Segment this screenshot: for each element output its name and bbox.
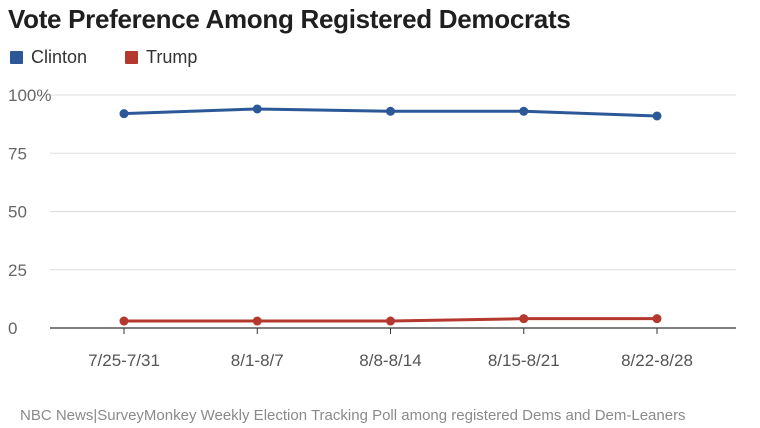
legend-swatch-clinton <box>10 51 23 64</box>
legend-label-trump: Trump <box>146 47 198 67</box>
x-tick-label-4: 8/22-8/28 <box>621 351 693 370</box>
data-point-clinton-3 <box>519 106 529 116</box>
y-tick-label-0: 0 <box>8 319 17 338</box>
legend-label-clinton: Clinton <box>31 47 88 67</box>
data-point-clinton-0 <box>119 109 129 119</box>
source-note: NBC News|SurveyMonkey Weekly Election Tr… <box>20 407 686 424</box>
y-tick-label-25: 25 <box>8 261 27 280</box>
legend-item-trump: Trump <box>125 47 197 68</box>
data-point-trump-2 <box>386 316 395 326</box>
y-tick-label-50: 50 <box>8 203 27 222</box>
data-point-trump-0 <box>119 316 129 326</box>
y-tick-label-100: 100% <box>8 86 51 105</box>
y-tick-label-75: 75 <box>8 144 27 163</box>
data-point-trump-1 <box>252 316 262 326</box>
x-tick-label-1: 8/1-8/7 <box>231 351 284 370</box>
data-point-clinton-1 <box>252 104 262 114</box>
data-point-clinton-4 <box>652 111 662 121</box>
x-tick-label-3: 8/15-8/21 <box>488 351 560 370</box>
data-point-clinton-2 <box>386 106 395 116</box>
data-point-trump-4 <box>652 314 662 324</box>
legend-swatch-trump <box>125 51 139 64</box>
line-chart: 100% 75 50 25 0 7/25-7/31 8/1-8/7 8/8-8/14 8/15-… <box>8 86 736 370</box>
data-point-trump-3 <box>519 314 529 324</box>
chart-legend: Clinton Trump <box>10 47 235 68</box>
x-tick-label-0: 7/25-7/31 <box>88 351 160 370</box>
chart-title: Vote Preference Among Registered Democra… <box>8 4 571 34</box>
legend-item-clinton: Clinton <box>10 47 87 68</box>
x-tick-label-2: 8/8-8/14 <box>359 351 421 370</box>
